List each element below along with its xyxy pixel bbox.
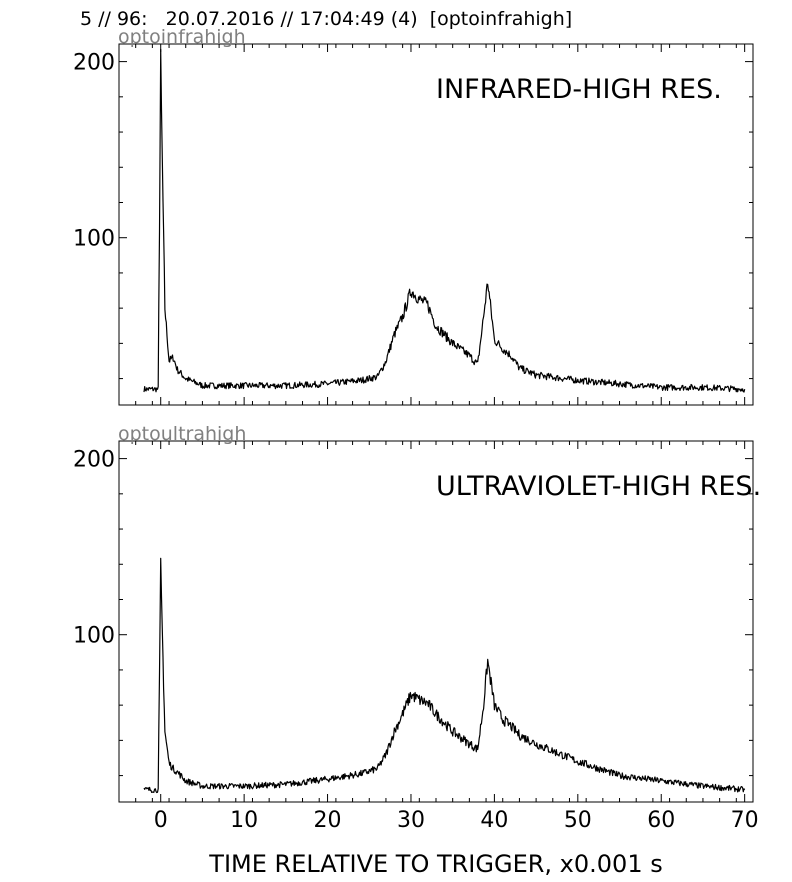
y-tick-label: 200 — [73, 448, 115, 473]
x-axis-label: TIME RELATIVE TO TRIGGER, x0.001 s — [208, 850, 662, 878]
panel-title: ULTRAVIOLET-HIGH RES. — [436, 471, 761, 502]
y-tick-label: 100 — [73, 624, 115, 649]
channel-label: optoinfrahigh — [118, 26, 246, 48]
x-tick-label: 20 — [314, 808, 342, 833]
x-tick-label: 30 — [397, 808, 425, 833]
series-line — [143, 48, 746, 393]
x-tick-label: 60 — [647, 808, 675, 833]
panel-ultraviolet: 100 200 0 10 20 30 40 50 60 70 optoultrahigh ULTRAV… — [73, 423, 761, 833]
x-tick-label: 70 — [731, 808, 759, 833]
figure-header: 5 // 96: 20.07.2016 // 17:04:49 (4) [opt… — [80, 8, 573, 30]
x-tick-label: 0 — [154, 808, 168, 833]
series-line — [143, 557, 746, 794]
panel-title: INFRARED-HIGH RES. — [436, 74, 722, 105]
y-tick-label: 100 — [73, 227, 115, 252]
y-tick-label: 200 — [73, 51, 115, 76]
channel-label: optoultrahigh — [118, 423, 246, 445]
x-tick-label: 10 — [230, 808, 258, 833]
x-tick-label: 50 — [564, 808, 592, 833]
x-tick-label: 40 — [480, 808, 508, 833]
